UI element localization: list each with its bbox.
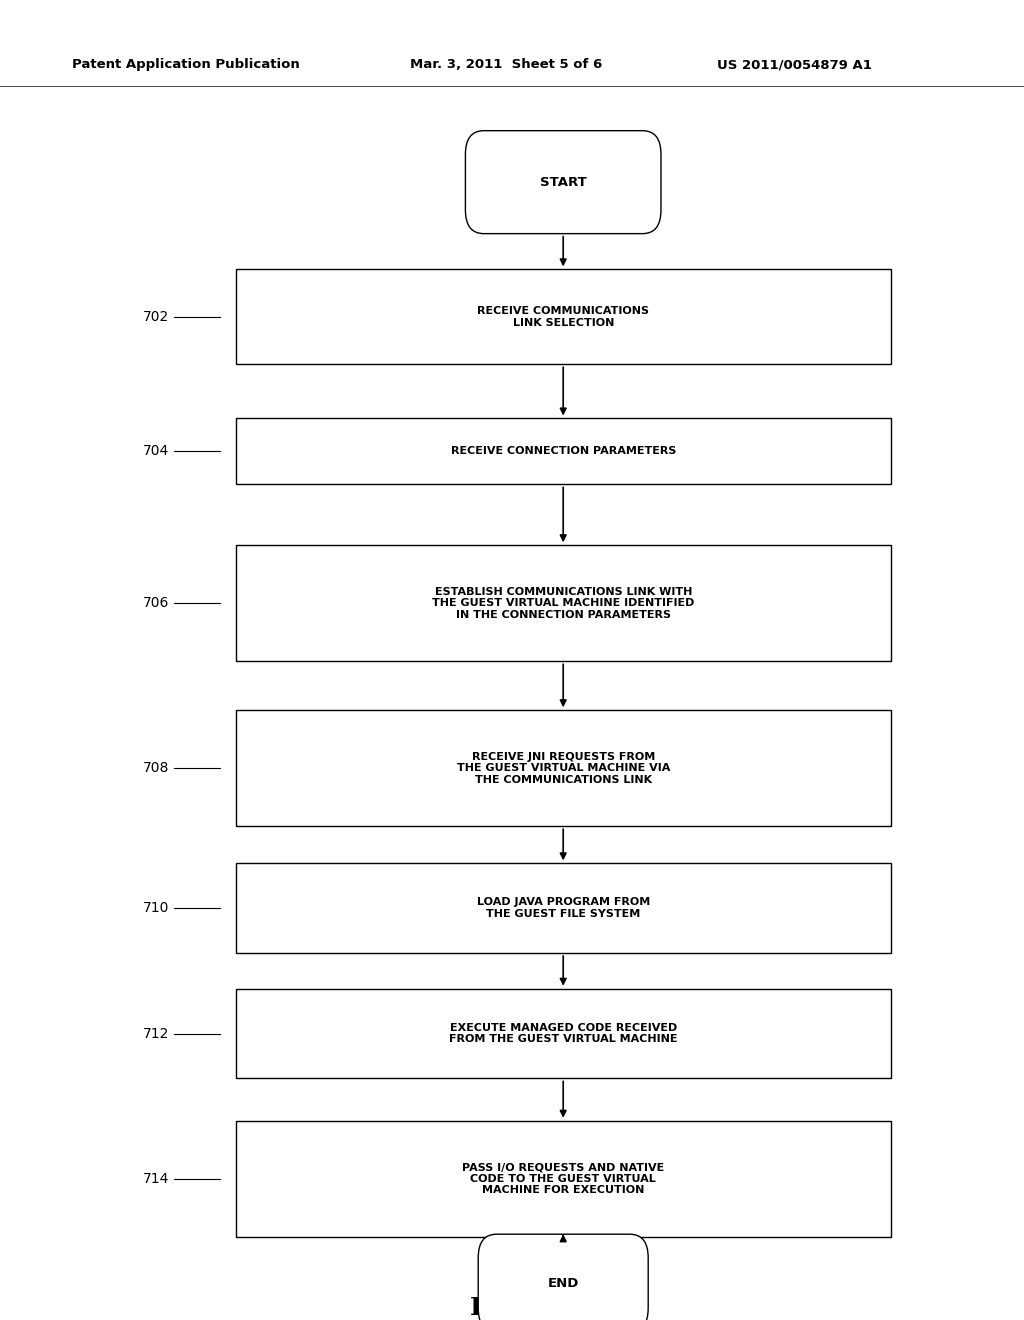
Text: RECEIVE COMMUNICATIONS
LINK SELECTION: RECEIVE COMMUNICATIONS LINK SELECTION xyxy=(477,306,649,327)
FancyBboxPatch shape xyxy=(236,1121,891,1237)
FancyBboxPatch shape xyxy=(236,418,891,484)
Text: EXECUTE MANAGED CODE RECEIVED
FROM THE GUEST VIRTUAL MACHINE: EXECUTE MANAGED CODE RECEIVED FROM THE G… xyxy=(449,1023,678,1044)
Text: 712: 712 xyxy=(142,1027,169,1040)
FancyBboxPatch shape xyxy=(236,863,891,953)
Text: 702: 702 xyxy=(142,310,169,323)
Text: RECEIVE CONNECTION PARAMETERS: RECEIVE CONNECTION PARAMETERS xyxy=(451,446,676,457)
Text: 706: 706 xyxy=(142,597,169,610)
Text: Mar. 3, 2011  Sheet 5 of 6: Mar. 3, 2011 Sheet 5 of 6 xyxy=(410,58,602,71)
Text: ESTABLISH COMMUNICATIONS LINK WITH
THE GUEST VIRTUAL MACHINE IDENTIFIED
IN THE C: ESTABLISH COMMUNICATIONS LINK WITH THE G… xyxy=(432,586,694,620)
Text: PASS I/O REQUESTS AND NATIVE
CODE TO THE GUEST VIRTUAL
MACHINE FOR EXECUTION: PASS I/O REQUESTS AND NATIVE CODE TO THE… xyxy=(462,1162,665,1196)
Text: Patent Application Publication: Patent Application Publication xyxy=(72,58,299,71)
Text: FIG. 7: FIG. 7 xyxy=(470,1296,554,1320)
Text: US 2011/0054879 A1: US 2011/0054879 A1 xyxy=(717,58,871,71)
Text: 704: 704 xyxy=(142,445,169,458)
Text: LOAD JAVA PROGRAM FROM
THE GUEST FILE SYSTEM: LOAD JAVA PROGRAM FROM THE GUEST FILE SY… xyxy=(476,898,650,919)
FancyBboxPatch shape xyxy=(236,989,891,1078)
Text: 714: 714 xyxy=(142,1172,169,1185)
FancyBboxPatch shape xyxy=(236,545,891,661)
Text: RECEIVE JNI REQUESTS FROM
THE GUEST VIRTUAL MACHINE VIA
THE COMMUNICATIONS LINK: RECEIVE JNI REQUESTS FROM THE GUEST VIRT… xyxy=(457,751,670,785)
FancyBboxPatch shape xyxy=(465,131,662,234)
Text: END: END xyxy=(548,1276,579,1290)
FancyBboxPatch shape xyxy=(236,269,891,364)
Text: START: START xyxy=(540,176,587,189)
FancyBboxPatch shape xyxy=(478,1234,648,1320)
FancyBboxPatch shape xyxy=(236,710,891,826)
Text: 708: 708 xyxy=(142,762,169,775)
Text: 710: 710 xyxy=(142,902,169,915)
